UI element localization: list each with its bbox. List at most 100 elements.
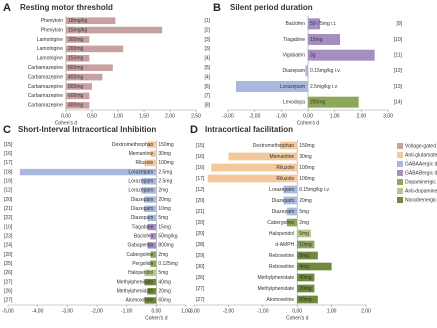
reference: [24] bbox=[4, 243, 13, 249]
reference: [18] bbox=[4, 169, 13, 175]
category-label: Diazepam bbox=[131, 197, 154, 203]
category-label: Lamotrigine bbox=[37, 46, 63, 52]
bar bbox=[211, 163, 298, 172]
x-tick-label: -5,00 bbox=[2, 308, 14, 314]
dose-label: 15mg bbox=[158, 224, 171, 230]
x-tick-label: 1,50 bbox=[139, 113, 149, 119]
dose-label: 800mg bbox=[158, 243, 174, 249]
legend-swatch bbox=[397, 179, 403, 185]
bar bbox=[66, 92, 90, 100]
category-label: Diazepam bbox=[131, 206, 154, 212]
dose-label: 50-75mg i.t. bbox=[310, 21, 336, 27]
x-tick-label: -1,00 bbox=[276, 113, 288, 119]
x-axis-label: Cohen's d bbox=[297, 120, 320, 126]
category-label: Methylphenidate bbox=[117, 289, 154, 295]
panel-title: Intracortical facilitation bbox=[205, 125, 293, 134]
dose-label: 2mg bbox=[158, 252, 168, 258]
dose-label: 100mg bbox=[299, 165, 315, 171]
bar bbox=[150, 150, 157, 157]
reference: [20] bbox=[196, 198, 205, 204]
reference: [10] bbox=[394, 37, 403, 43]
legend-swatch bbox=[397, 197, 403, 203]
category-label: Carbamazepine bbox=[28, 103, 64, 109]
bar bbox=[66, 102, 90, 109]
dose-label: 10mg bbox=[299, 242, 312, 248]
reference: [16] bbox=[196, 154, 205, 160]
reference: [13] bbox=[394, 84, 403, 90]
bar bbox=[147, 242, 157, 249]
dose-label: 50mg/kg bbox=[158, 234, 177, 240]
x-axis-label: Cohen's d bbox=[145, 315, 168, 321]
bar bbox=[297, 251, 318, 260]
dose-label: 200mg bbox=[68, 46, 84, 52]
reference: [15] bbox=[4, 142, 13, 148]
legend-label: GABAAergic drugs bbox=[405, 161, 437, 167]
panel-title: Short-Interval Intracortical Inhibition bbox=[18, 125, 156, 134]
category-label: Carbamazepine bbox=[28, 65, 64, 71]
dose-label: 40mg bbox=[299, 275, 312, 281]
category-label: Lorazepam bbox=[269, 187, 294, 193]
dose-label: 18mg/kg bbox=[68, 18, 87, 24]
reference: [22] bbox=[4, 215, 13, 221]
bar bbox=[150, 260, 157, 267]
category-label: Lorazepam bbox=[128, 188, 153, 194]
reference: [20] bbox=[4, 197, 13, 203]
bar bbox=[144, 196, 157, 203]
x-tick-label: -3,00 bbox=[222, 113, 234, 119]
category-label: Methylphenidate bbox=[117, 279, 154, 285]
dose-label: 20mg bbox=[158, 289, 171, 295]
dose-label: 4mg bbox=[299, 264, 309, 270]
panel-letter: C bbox=[3, 124, 11, 136]
legend-swatch bbox=[397, 152, 403, 158]
legend-label: Noradrenergic drugs bbox=[405, 197, 437, 203]
x-tick-label: -4,00 bbox=[32, 308, 44, 314]
bar bbox=[150, 251, 157, 258]
reference: [5] bbox=[204, 65, 210, 71]
x-tick-label: 1,00 bbox=[330, 113, 340, 119]
dose-label: 250mg bbox=[310, 99, 326, 105]
x-tick-label: -2,00 bbox=[223, 308, 235, 314]
dose-label: 0.15mg/kg i.v. bbox=[299, 187, 330, 193]
dose-label: 2.5mg bbox=[158, 179, 172, 185]
legend-label: Voltage-gated sodium channel blocke bbox=[405, 143, 437, 149]
reference: [26] bbox=[4, 270, 13, 276]
dose-label: 3g bbox=[310, 52, 316, 58]
category-label: Cabergoline bbox=[267, 220, 294, 226]
x-tick-label: 2,50 bbox=[191, 113, 201, 119]
dose-label: 5mg bbox=[299, 209, 309, 215]
reference: [29] bbox=[196, 253, 205, 259]
category-label: Baclofen bbox=[134, 234, 154, 240]
x-tick-label: -1,00 bbox=[121, 308, 133, 314]
reference: [21] bbox=[4, 206, 13, 212]
reference: [27] bbox=[4, 298, 13, 304]
dose-label: 40mg bbox=[158, 279, 171, 285]
category-label: Lamotrigine bbox=[37, 37, 63, 43]
x-tick-label: 1,00 bbox=[181, 308, 191, 314]
reference: [25] bbox=[4, 261, 13, 267]
category-label: Memantine bbox=[129, 151, 154, 157]
legend-label: Dopaminergic drugs bbox=[405, 179, 437, 185]
reference: [30] bbox=[196, 264, 205, 270]
x-tick-label: 0,00 bbox=[151, 308, 161, 314]
category-label: Haloperidol bbox=[128, 270, 153, 276]
category-label: Carbamazepine bbox=[28, 84, 64, 90]
bar bbox=[66, 45, 124, 53]
reference: [20] bbox=[4, 252, 13, 258]
bar bbox=[66, 73, 103, 81]
bar bbox=[283, 185, 298, 194]
dose-label: 20mg bbox=[158, 197, 171, 203]
bar bbox=[286, 207, 298, 216]
bar bbox=[144, 278, 157, 286]
dose-label: 2.5mg bbox=[158, 169, 172, 175]
dose-label: 10mg bbox=[158, 206, 171, 212]
x-tick-label: -1,00 bbox=[257, 308, 269, 314]
category-label: Levodopa bbox=[283, 99, 305, 105]
dose-label: 100mg bbox=[158, 160, 174, 166]
reference: [27] bbox=[4, 279, 13, 285]
dose-label: 600mg bbox=[68, 93, 84, 99]
bar bbox=[297, 229, 311, 238]
category-label: Phenytoin bbox=[41, 27, 63, 33]
x-tick-label: -3,00 bbox=[188, 308, 200, 314]
bar bbox=[150, 233, 157, 240]
